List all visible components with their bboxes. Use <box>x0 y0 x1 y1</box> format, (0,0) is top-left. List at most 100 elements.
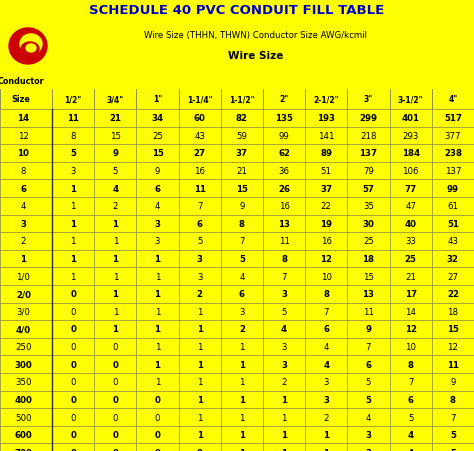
Text: 4: 4 <box>324 342 329 351</box>
Text: 8: 8 <box>450 395 456 404</box>
Text: 3: 3 <box>197 272 202 281</box>
Text: 1: 1 <box>281 448 287 451</box>
Text: 2: 2 <box>282 377 287 387</box>
Text: 5: 5 <box>70 149 76 158</box>
Text: 218: 218 <box>360 132 377 141</box>
Text: 1: 1 <box>112 237 118 246</box>
Text: 700: 700 <box>15 448 32 451</box>
Text: 1: 1 <box>112 307 118 316</box>
Text: 16: 16 <box>321 237 332 246</box>
Text: 27: 27 <box>194 149 206 158</box>
Text: 59: 59 <box>237 132 247 141</box>
Text: 13: 13 <box>278 220 290 228</box>
Text: 15: 15 <box>447 325 459 334</box>
Text: 15: 15 <box>152 149 164 158</box>
Text: 0: 0 <box>112 430 118 439</box>
Text: 12: 12 <box>18 132 29 141</box>
Text: 0: 0 <box>112 360 118 369</box>
Text: 0: 0 <box>70 342 76 351</box>
Text: 1/0: 1/0 <box>17 272 30 281</box>
Text: 3": 3" <box>364 95 373 104</box>
Text: 600: 600 <box>15 430 32 439</box>
Text: Wire Size: Wire Size <box>228 51 283 61</box>
Text: 12: 12 <box>447 342 458 351</box>
Text: 4: 4 <box>323 360 329 369</box>
Ellipse shape <box>20 35 42 55</box>
Text: 3: 3 <box>155 220 161 228</box>
Text: 11: 11 <box>194 184 206 193</box>
Ellipse shape <box>9 29 47 65</box>
Text: 0: 0 <box>70 395 76 404</box>
Text: 9: 9 <box>450 377 456 387</box>
Text: 4: 4 <box>155 202 160 211</box>
Text: 1: 1 <box>239 413 245 422</box>
Text: 3: 3 <box>197 254 203 263</box>
Text: 1: 1 <box>239 448 245 451</box>
Text: 15: 15 <box>363 272 374 281</box>
Text: 1-1/2": 1-1/2" <box>229 95 255 104</box>
Text: 1: 1 <box>197 325 203 334</box>
Text: 1: 1 <box>155 254 161 263</box>
Text: 4: 4 <box>366 413 371 422</box>
Text: 1: 1 <box>323 430 329 439</box>
Text: 4": 4" <box>448 95 457 104</box>
Text: 2: 2 <box>239 325 245 334</box>
Text: 8: 8 <box>70 132 76 141</box>
Text: 61: 61 <box>447 202 458 211</box>
Text: 6: 6 <box>408 395 414 404</box>
Text: 9: 9 <box>239 202 245 211</box>
Text: 1: 1 <box>197 395 203 404</box>
Text: 0: 0 <box>70 377 76 387</box>
Text: 6: 6 <box>20 184 27 193</box>
Text: 7: 7 <box>282 272 287 281</box>
Text: 32: 32 <box>447 254 459 263</box>
Text: 18: 18 <box>447 307 458 316</box>
Text: 6: 6 <box>155 184 161 193</box>
Text: 1: 1 <box>112 325 118 334</box>
Text: 6: 6 <box>323 325 329 334</box>
Text: 2: 2 <box>112 202 118 211</box>
Text: 5: 5 <box>365 395 372 404</box>
Text: 1": 1" <box>153 95 162 104</box>
Text: 11: 11 <box>363 307 374 316</box>
Text: 1: 1 <box>70 220 76 228</box>
Text: 47: 47 <box>405 202 416 211</box>
Text: 1/2": 1/2" <box>64 95 82 104</box>
Text: 184: 184 <box>401 149 420 158</box>
Text: 8: 8 <box>408 360 414 369</box>
Text: 0: 0 <box>112 395 118 404</box>
Text: 5: 5 <box>197 237 202 246</box>
Text: 0: 0 <box>70 307 76 316</box>
Text: 43: 43 <box>447 237 458 246</box>
Text: 5: 5 <box>450 430 456 439</box>
Text: 2-1/2": 2-1/2" <box>313 95 339 104</box>
Text: 3: 3 <box>281 290 287 299</box>
Text: 2: 2 <box>324 413 329 422</box>
Text: 1: 1 <box>323 448 329 451</box>
Text: 2/0: 2/0 <box>16 290 31 299</box>
Text: 4: 4 <box>408 448 414 451</box>
Text: 51: 51 <box>447 220 459 228</box>
Text: 2": 2" <box>280 95 289 104</box>
Text: 1: 1 <box>155 377 160 387</box>
Text: 5: 5 <box>408 413 413 422</box>
Text: 8: 8 <box>239 220 245 228</box>
Text: 377: 377 <box>445 132 461 141</box>
Text: 1: 1 <box>155 325 161 334</box>
Text: 193: 193 <box>317 114 335 123</box>
Text: 6: 6 <box>197 220 203 228</box>
Text: 7: 7 <box>324 307 329 316</box>
Text: 18: 18 <box>363 254 374 263</box>
Text: 34: 34 <box>151 114 164 123</box>
Text: 10: 10 <box>18 149 29 158</box>
Text: 4/0: 4/0 <box>16 325 31 334</box>
Text: 22: 22 <box>321 202 332 211</box>
Text: 1: 1 <box>155 342 160 351</box>
Text: 16: 16 <box>279 202 290 211</box>
Text: 0: 0 <box>70 290 76 299</box>
Text: 3: 3 <box>239 307 245 316</box>
Text: 5: 5 <box>239 254 245 263</box>
Text: 35: 35 <box>363 202 374 211</box>
Text: 1: 1 <box>239 360 245 369</box>
Text: 3: 3 <box>282 342 287 351</box>
